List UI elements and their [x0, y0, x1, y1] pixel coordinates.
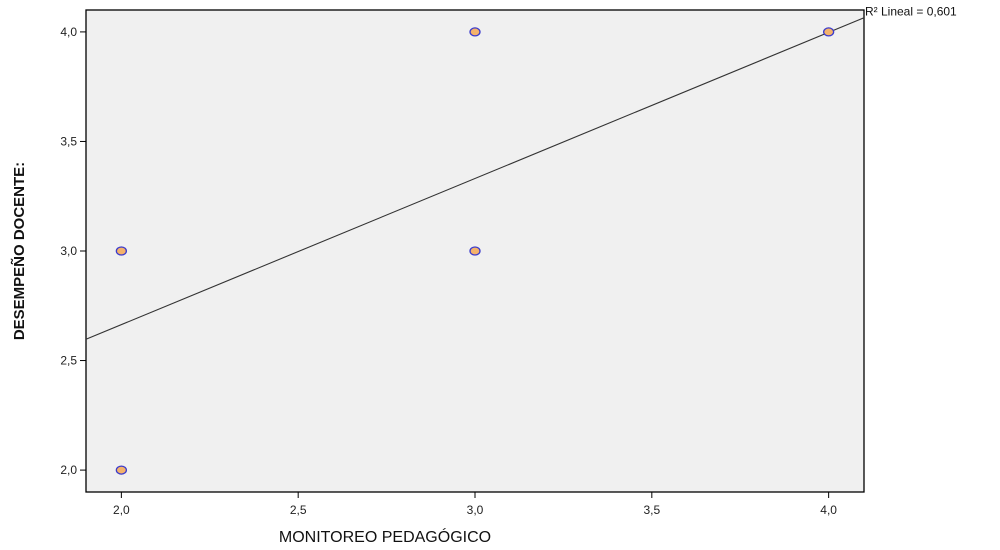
- x-axis-title: MONITOREO PEDAGÓGICO: [279, 527, 491, 546]
- x-tick-label: 2,5: [290, 503, 307, 517]
- y-axis-ticks: 2,0 2,5 3,0 3,5 4,0: [60, 25, 86, 477]
- x-tick-label: 4,0: [820, 503, 837, 517]
- y-tick-label: 3,0: [60, 244, 77, 258]
- data-point: [469, 246, 481, 256]
- x-tick-label: 3,0: [467, 503, 484, 517]
- y-axis-title: DESEMPEÑO DOCENTE:: [10, 162, 28, 340]
- fit-line-group: R² Lineal = 0,601: [85, 5, 957, 340]
- data-point: [469, 27, 481, 37]
- data-point: [115, 246, 128, 256]
- y-tick-label: 4,0: [60, 25, 77, 39]
- data-points: [115, 27, 835, 475]
- x-axis-ticks: 2,0 2,5 3,0 3,5 4,0: [113, 492, 837, 517]
- y-tick-label: 3,5: [60, 134, 77, 148]
- x-tick-label: 3,5: [643, 503, 660, 517]
- x-tick-label: 2,0: [113, 503, 130, 517]
- y-tick-label: 2,5: [60, 354, 77, 368]
- fit-line-label: R² Lineal = 0,601: [865, 5, 957, 19]
- y-tick-label: 2,0: [60, 463, 77, 477]
- fit-line: [85, 17, 865, 340]
- data-point: [822, 27, 835, 37]
- data-point: [115, 465, 128, 475]
